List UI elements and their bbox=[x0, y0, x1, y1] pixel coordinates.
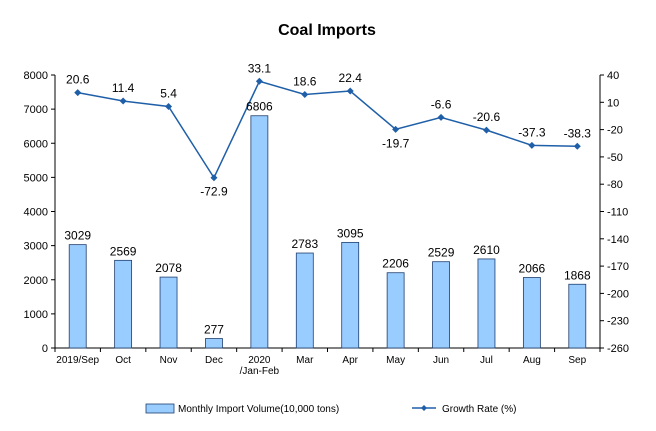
bar-value-label: 6806 bbox=[246, 100, 273, 114]
line-value-label: -6.6 bbox=[431, 97, 452, 111]
chart-title: Coal Imports bbox=[278, 22, 376, 39]
bar-value-label: 2610 bbox=[473, 243, 500, 257]
x-tick-label: Sep bbox=[568, 355, 586, 366]
bar bbox=[432, 261, 450, 349]
x-tick-label: /Jan-Feb bbox=[240, 366, 280, 377]
legend-line-marker bbox=[421, 405, 427, 411]
bar-value-label: 2206 bbox=[382, 257, 409, 271]
line-value-label: -20.6 bbox=[473, 110, 501, 124]
x-tick-label: Oct bbox=[115, 355, 131, 366]
y-right-tick-label: -140 bbox=[607, 234, 629, 246]
line-value-label: 18.6 bbox=[293, 74, 317, 88]
growth-line bbox=[77, 80, 578, 180]
line-point bbox=[392, 125, 400, 133]
line-value-label: -37.3 bbox=[518, 125, 546, 139]
x-tick-label: 2020 bbox=[248, 355, 271, 366]
line-point bbox=[301, 90, 309, 98]
y-right-tick-label: -170 bbox=[607, 261, 629, 273]
y-left-tick-label: 2000 bbox=[24, 275, 48, 287]
bar bbox=[477, 258, 496, 349]
x-tick-label: Jun bbox=[433, 355, 449, 366]
x-tick-label: 2019/Sep bbox=[56, 355, 99, 366]
y-right-tick-label: -50 bbox=[607, 152, 623, 164]
legend-bar-label: Monthly Import Volume(10,000 tons) bbox=[178, 404, 339, 415]
line-point bbox=[346, 87, 354, 95]
bar-value-label: 277 bbox=[204, 323, 224, 337]
line-value-label: 22.4 bbox=[339, 71, 363, 85]
x-tick-label: Jul bbox=[480, 355, 493, 366]
x-tick-label: Dec bbox=[205, 355, 223, 366]
bar-series bbox=[68, 115, 587, 349]
line-value-label: 33.1 bbox=[248, 61, 272, 75]
line-value-label: 5.4 bbox=[160, 86, 177, 100]
bar-value-label: 3095 bbox=[337, 226, 364, 240]
bar-value-label: 2783 bbox=[291, 237, 318, 251]
bar bbox=[68, 244, 87, 349]
line-point bbox=[437, 113, 445, 121]
bar-value-label: 2529 bbox=[428, 246, 455, 260]
line-value-label: -72.9 bbox=[200, 185, 228, 199]
y-right-tick-label: -110 bbox=[607, 207, 628, 219]
y-left-tick-label: 8000 bbox=[24, 70, 48, 82]
chart-axes: 0 1000 2000 3000 4000 5000 6000 7000 8000 -260 -23… bbox=[24, 70, 630, 377]
y-left-tick-label: 1000 bbox=[24, 309, 48, 321]
y-right-tick-label: -80 bbox=[607, 179, 623, 191]
line-value-label: 20.6 bbox=[66, 73, 90, 87]
line-value-label: 11.4 bbox=[112, 81, 135, 95]
bar bbox=[568, 283, 587, 349]
y-left-tick-label: 6000 bbox=[24, 138, 48, 150]
x-tick-label: May bbox=[386, 355, 405, 366]
legend-bar-swatch bbox=[145, 403, 175, 414]
y-right-tick-label: -20 bbox=[607, 125, 623, 137]
x-tick-label: Nov bbox=[160, 355, 178, 366]
bar bbox=[205, 338, 223, 349]
line-series bbox=[74, 77, 581, 182]
bar bbox=[386, 272, 405, 349]
x-tick-label: Mar bbox=[296, 355, 314, 366]
y-right-tick-label: 40 bbox=[607, 70, 619, 82]
y-left-tick-label: 5000 bbox=[24, 172, 48, 184]
data-labels: 3029 2569 2078 277 6806 2783 3095 2206 2529 2610 2… bbox=[64, 61, 591, 336]
y-left-tick-label: 7000 bbox=[24, 104, 48, 116]
x-tick-label: Apr bbox=[342, 355, 358, 366]
line-point bbox=[528, 141, 536, 149]
bar bbox=[250, 115, 269, 349]
line-value-label: -19.7 bbox=[382, 136, 410, 150]
line-point bbox=[255, 77, 263, 85]
legend-line-label: Growth Rate (%) bbox=[442, 404, 516, 415]
line-value-label: -38.3 bbox=[564, 126, 592, 140]
y-left-tick-label: 3000 bbox=[24, 241, 48, 253]
y-right-tick-label: 10 bbox=[607, 97, 619, 109]
bar bbox=[114, 259, 133, 349]
bar-value-label: 1868 bbox=[564, 268, 591, 282]
bar bbox=[522, 277, 541, 349]
bar-value-label: 2066 bbox=[519, 261, 546, 275]
bar bbox=[341, 241, 360, 349]
bar-value-label: 3029 bbox=[64, 229, 91, 243]
line-point bbox=[165, 102, 173, 110]
bar-value-label: 2078 bbox=[155, 261, 182, 275]
y-left-tick-label: 4000 bbox=[24, 207, 48, 219]
line-point bbox=[210, 174, 218, 182]
line-point bbox=[482, 126, 490, 134]
y-right-tick-label: -200 bbox=[607, 288, 629, 300]
line-point bbox=[119, 97, 127, 105]
y-right-tick-label: -230 bbox=[607, 316, 629, 328]
line-point bbox=[573, 142, 581, 150]
bar-value-label: 2569 bbox=[110, 244, 137, 258]
line-point bbox=[74, 89, 82, 97]
x-tick-label: Aug bbox=[523, 355, 541, 366]
bar bbox=[159, 276, 178, 349]
y-left-tick-label: 0 bbox=[42, 343, 48, 355]
chart-legend: Monthly Import Volume(10,000 tons) Growt… bbox=[145, 403, 516, 415]
y-right-tick-label: -260 bbox=[607, 343, 629, 355]
bar bbox=[295, 252, 314, 349]
